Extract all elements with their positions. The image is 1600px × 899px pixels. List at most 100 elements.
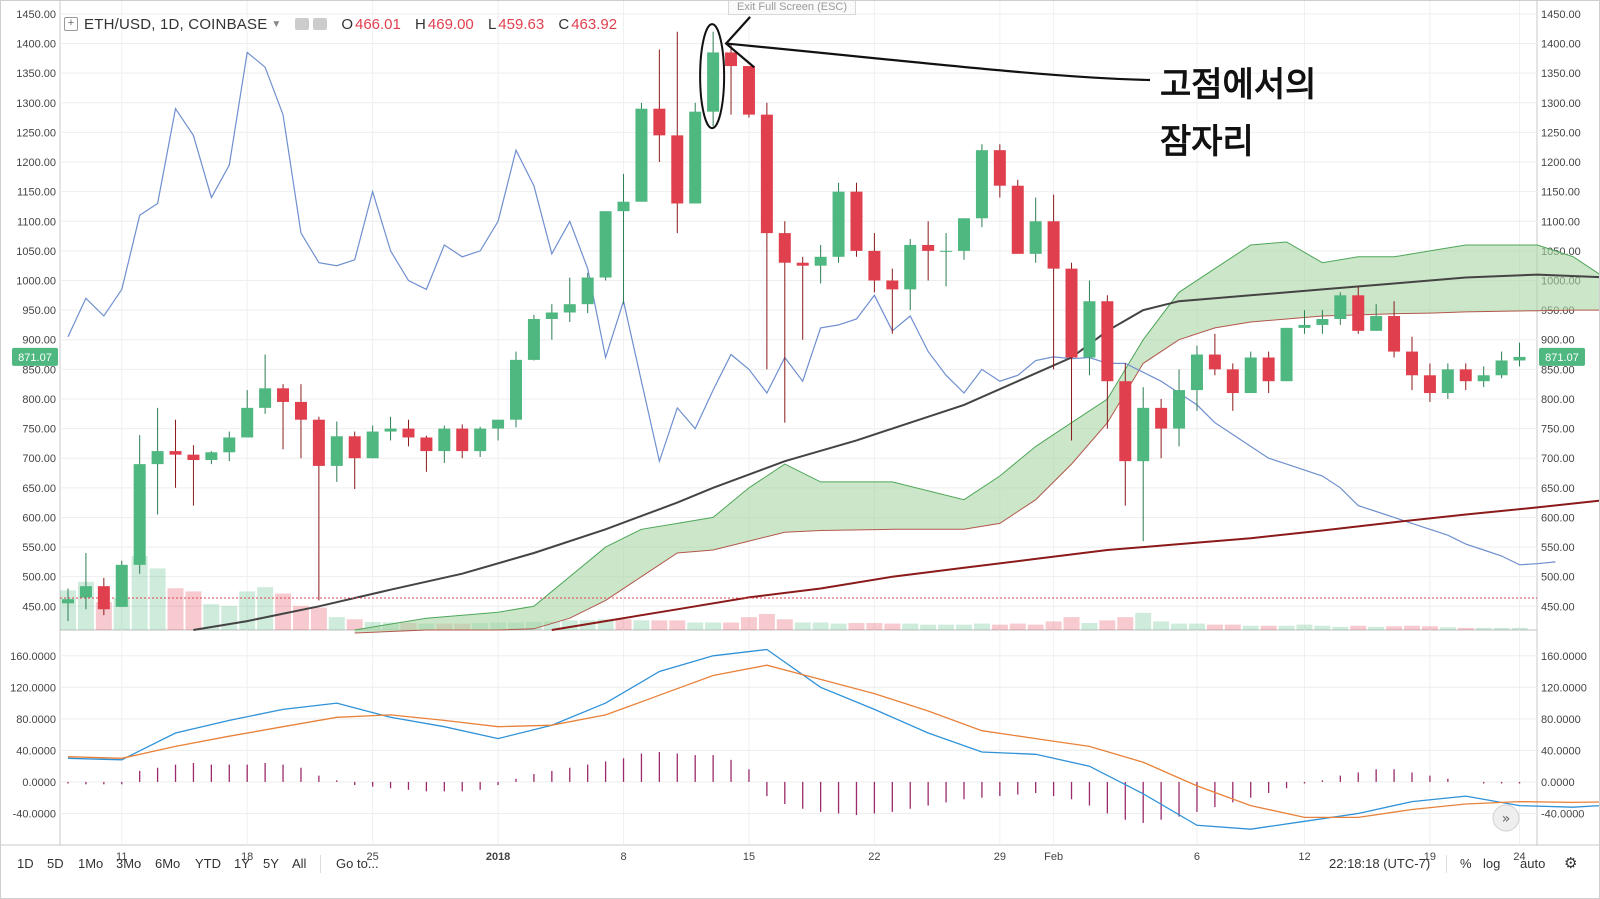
macd-line [67,648,1600,830]
candle-body [1173,390,1186,429]
cloud-upper-line [354,241,1600,631]
scroll-to-realtime-button[interactable] [1492,804,1520,832]
timeframe-1mo[interactable]: 1Mo [78,856,104,871]
timeframe-5y[interactable]: 5Y [263,856,279,871]
symbol-label[interactable]: ETH/USD, 1D, COINBASE [84,15,268,33]
auto-toggle[interactable]: auto [1520,856,1546,871]
gear-icon[interactable]: ⚙ [1564,855,1578,872]
percent-toggle[interactable]: % [1460,856,1472,871]
timeframe-all[interactable]: All [292,856,307,871]
time-axis-label: 22 [868,851,880,863]
candle-body [1459,369,1472,382]
price-axis-label-left: 900.00 [22,335,56,347]
volume-bar [1350,625,1367,630]
candle-body [1352,295,1365,331]
volume-bar [579,620,596,630]
candle-body [223,437,236,453]
timeframe-1d[interactable]: 1D [17,856,34,871]
timeframe-3mo[interactable]: 3Mo [116,856,142,871]
volume-bar [1242,625,1259,630]
volume-bar [221,605,238,630]
volume-bar [1260,625,1277,630]
eye-icon[interactable] [295,18,310,30]
last-price-label-left: 871.07 [18,352,52,364]
candle-body [1334,295,1347,319]
settings-icon[interactable] [313,18,328,30]
candle-body [1137,407,1150,462]
volume-bar [920,624,937,630]
timeframe-5d[interactable]: 5D [47,856,64,871]
timeframe-ytd[interactable]: YTD [195,856,221,871]
candle-body [760,114,773,234]
goto-date-button[interactable]: Go to... [336,856,379,871]
macd-axis-label-left: 40.0000 [16,745,56,757]
candle-body [1119,381,1132,462]
volume-bar [1135,612,1152,630]
candle-body [725,52,738,67]
candle-body [1083,301,1096,358]
double-chevron-right-icon[interactable]: » [1502,811,1511,827]
candle-body [330,436,343,466]
price-axis-label-right: 600.00 [1541,512,1575,524]
price-axis-label-left: 1000.00 [16,275,56,287]
candle-body [151,451,164,465]
price-axis-label-left: 500.00 [22,572,56,584]
candle-body [456,428,469,452]
toolbar-divider [320,855,321,873]
price-axis-label-right: 1200.00 [1541,157,1581,169]
volume-bar [257,587,274,630]
volume-bar [1171,623,1188,630]
price-axis-label-left: 450.00 [22,601,56,613]
open-label: O [341,15,353,33]
volume-bar [687,622,704,630]
macd-axis-label-right: 160.0000 [1541,651,1587,663]
candle-body [420,437,433,452]
last-price-tag-right [1539,347,1585,366]
timeframe-1y[interactable]: 1Y [234,856,250,871]
candle-body [492,419,505,429]
chevron-down-icon[interactable]: ▼ [271,18,282,30]
candle-body [277,388,290,402]
last-price-tag-left [12,347,58,366]
volume-bar [705,622,722,630]
volume-bar [167,588,184,630]
candle-body [1244,357,1257,394]
annotation-line-1: 고점에서의 [1160,65,1317,105]
candle-body [474,428,487,452]
exit-fullscreen-button[interactable]: Exit Full Screen (ESC) [728,0,857,15]
volume-bar [1332,626,1349,630]
candle-body [366,431,379,459]
volume-bar [1045,621,1062,630]
price-axis-label-left: 1050.00 [16,246,56,258]
price-axis-label-left: 600.00 [22,512,56,524]
volume-bar [973,623,990,630]
candle-body [527,319,540,360]
volume-bar [1117,617,1134,630]
price-axis-label-right: 1350.00 [1541,68,1581,80]
candle-body [975,150,988,219]
timeframe-6mo[interactable]: 6Mo [155,856,181,871]
price-axis-label-right: 500.00 [1541,572,1575,584]
expand-icon[interactable]: + [64,17,78,31]
volume-bar [776,619,793,630]
clock-readout[interactable]: 22:18:18 (UTC-7) [1329,856,1431,871]
price-axis-label-right: 850.00 [1541,364,1575,376]
log-toggle[interactable]: log [1483,856,1501,871]
macd-axis-label-right: -40.0000 [1541,808,1584,820]
annotation-ellipse [699,23,726,130]
price-axis-label-left: 1250.00 [16,127,56,139]
candle-body [635,108,648,202]
candle-body [384,428,397,432]
volume-bar [740,617,757,630]
candle-body [510,359,522,420]
price-axis-label-right: 1100.00 [1541,216,1580,228]
macd-axis-label-right: 40.0000 [1541,745,1581,757]
volume-bar [597,619,614,630]
candle-body [868,250,881,281]
macd-axis-label-left: -40.0000 [13,808,56,820]
candle-body [169,451,182,455]
chart-header: + ETH/USD, 1D, COINBASE ▼ O 466.01 H 469.0… [64,13,627,35]
candle-body [1280,327,1293,382]
volume-bar [310,607,327,630]
